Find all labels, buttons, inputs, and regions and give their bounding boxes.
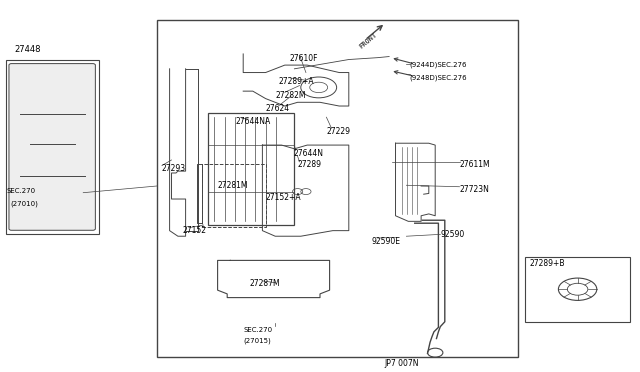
Text: 27289: 27289 — [298, 160, 322, 169]
Text: 27624: 27624 — [266, 105, 290, 113]
Text: JP7 007N: JP7 007N — [384, 359, 419, 368]
Text: 92590E: 92590E — [372, 237, 401, 246]
Text: 92590: 92590 — [440, 230, 465, 239]
Bar — [6, 60, 99, 234]
Bar — [525, 257, 630, 322]
Text: SEC.270: SEC.270 — [6, 188, 36, 194]
Text: 27289+B: 27289+B — [530, 259, 565, 268]
Text: 27289+A: 27289+A — [278, 77, 314, 86]
Bar — [208, 113, 294, 225]
Text: 27644N: 27644N — [293, 149, 323, 158]
Text: 27282M: 27282M — [275, 91, 306, 100]
Text: 27281M: 27281M — [218, 181, 248, 190]
Text: 27448: 27448 — [14, 45, 40, 54]
FancyBboxPatch shape — [9, 64, 95, 230]
Text: 27611M: 27611M — [460, 160, 490, 169]
Text: 27644NA: 27644NA — [236, 117, 271, 126]
Text: 27152+A: 27152+A — [266, 193, 301, 202]
Text: 27610F: 27610F — [290, 54, 319, 62]
Text: (27015): (27015) — [243, 337, 271, 344]
Text: SEC.270: SEC.270 — [243, 327, 273, 333]
Text: 27287M: 27287M — [250, 279, 280, 288]
Text: 27723N: 27723N — [460, 185, 490, 194]
Text: FRONT: FRONT — [358, 31, 378, 49]
Text: (9248D)SEC.276: (9248D)SEC.276 — [410, 74, 467, 81]
Text: 27152: 27152 — [182, 226, 206, 235]
Text: (27010): (27010) — [10, 201, 38, 207]
Text: 27293: 27293 — [162, 164, 186, 173]
Text: 27229: 27229 — [326, 127, 351, 136]
Text: (9244D)SEC.276: (9244D)SEC.276 — [410, 61, 467, 68]
Bar — [157, 20, 518, 357]
Bar — [202, 164, 266, 227]
